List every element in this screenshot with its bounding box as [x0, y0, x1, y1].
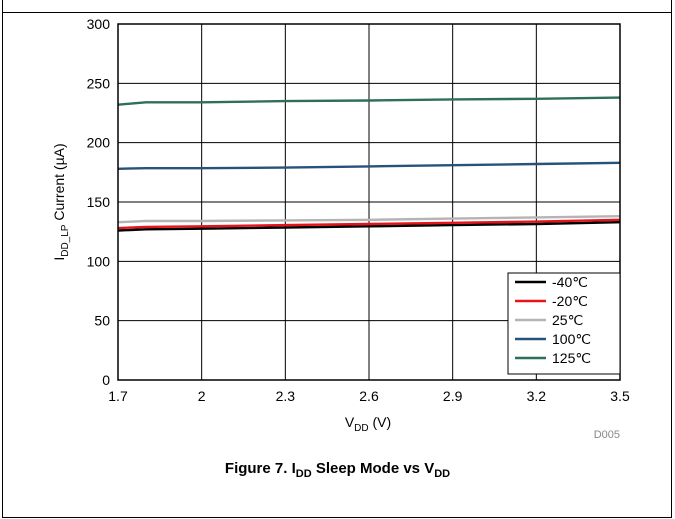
- x-tick-label: 3.2: [527, 388, 547, 404]
- y-tick-label: 50: [94, 313, 110, 329]
- x-tick-label: 2.6: [359, 388, 379, 404]
- y-axis-label: IDD_LP Current (µA): [51, 143, 71, 260]
- y-tick-label: 200: [87, 135, 111, 151]
- legend-label: -40℃: [552, 274, 588, 290]
- y-tick-label: 150: [87, 194, 111, 210]
- legend: -40℃ -20℃ 25℃ 100℃ 125℃: [507, 272, 621, 375]
- series-line-4: [117, 96, 621, 106]
- tick-layer: 1.7 2 2.3 2.6 2.9 3.2 3.5 0 50 100 150 200 250 300: [87, 16, 630, 404]
- chart: 1.7 2 2.3 2.6 2.9 3.2 3.5 0 50 100 150 200 250 300 -4…: [51, 16, 630, 441]
- plot-border: [117, 23, 621, 381]
- legend-label: 125℃: [552, 350, 591, 366]
- series-line-2: [117, 215, 621, 224]
- series-layer: [117, 96, 621, 232]
- x-tick-label: 1.7: [108, 388, 128, 404]
- x-tick-label: 3.5: [610, 388, 630, 404]
- x-tick-label: 2.3: [276, 388, 296, 404]
- y-tick-label: 100: [87, 253, 111, 269]
- series-line-3: [117, 161, 621, 170]
- x-tick-label: 2.9: [443, 388, 463, 404]
- figure-id: D005: [594, 429, 620, 441]
- series-line-1: [117, 218, 621, 230]
- legend-label: 25℃: [552, 312, 583, 328]
- x-axis-label: VDD (V): [345, 414, 391, 434]
- y-tick-label: 250: [87, 75, 111, 91]
- x-tick-label: 2: [198, 388, 206, 404]
- top-divider: [2, 12, 672, 13]
- series-line-0: [117, 221, 621, 232]
- legend-label: -20℃: [552, 293, 588, 309]
- y-tick-label: 300: [87, 16, 111, 32]
- y-tick-label: 0: [102, 372, 110, 388]
- figure-caption: Figure 7. IDD Sleep Mode vs VDD: [224, 460, 451, 480]
- legend-label: 100℃: [552, 331, 591, 347]
